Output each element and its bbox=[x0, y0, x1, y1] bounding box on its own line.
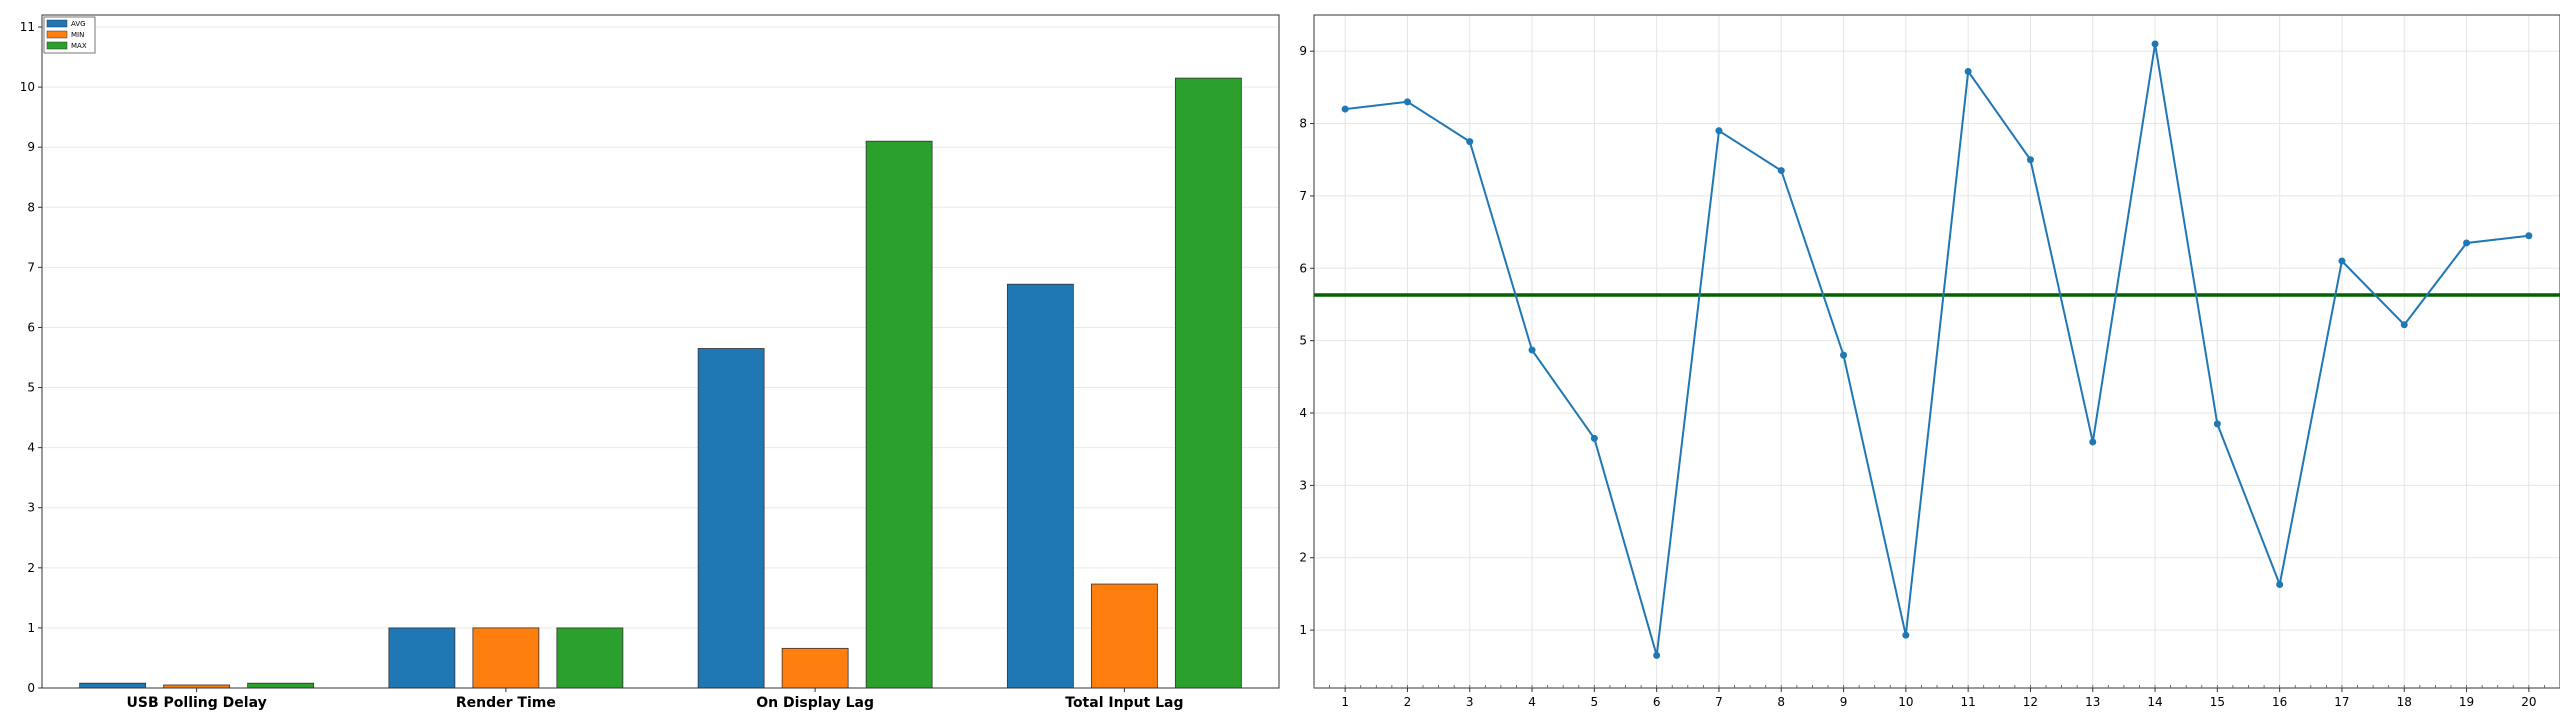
x-tick-label: 2 bbox=[1404, 695, 1412, 709]
x-tick-label: 14 bbox=[2147, 695, 2162, 709]
y-tick-label: 4 bbox=[27, 441, 35, 455]
y-tick-label: 9 bbox=[1299, 44, 1307, 58]
legend-label: MIN bbox=[71, 31, 84, 39]
category-label: Render Time bbox=[456, 695, 556, 711]
series-line bbox=[1345, 43, 2529, 656]
plot-frame bbox=[41, 14, 1280, 689]
x-tick-label: 10 bbox=[1898, 695, 1913, 709]
bar bbox=[865, 140, 933, 689]
y-tick-label: 2 bbox=[27, 561, 35, 575]
bar-chart: 0 1 2 3 4 5 6 7 8 9 10 11 USB Polling Delay Render Ti… bbox=[20, 14, 1280, 711]
data-point bbox=[2463, 239, 2471, 247]
bar bbox=[781, 647, 849, 689]
y-tick-label: 10 bbox=[20, 80, 35, 94]
x-tick-label: 4 bbox=[1528, 695, 1536, 709]
category-label: USB Polling Delay bbox=[127, 695, 267, 711]
data-point bbox=[2089, 438, 2097, 446]
category-label: On Display Lag bbox=[756, 695, 874, 711]
x-tick-label: 20 bbox=[2521, 695, 2536, 709]
data-point bbox=[2026, 156, 2034, 164]
data-point bbox=[1528, 346, 1536, 354]
data-point bbox=[1653, 651, 1661, 659]
y-tick-label: 6 bbox=[27, 320, 35, 334]
x-tick-label: 17 bbox=[2334, 695, 2349, 709]
y-tick-label: 1 bbox=[1299, 623, 1307, 637]
data-point bbox=[2213, 420, 2221, 428]
legend-label: MAX bbox=[71, 42, 87, 50]
x-tick-label: 7 bbox=[1715, 695, 1723, 709]
bar bbox=[472, 627, 540, 689]
y-tick-label: 0 bbox=[27, 681, 35, 695]
x-tick-label: 11 bbox=[1961, 695, 1976, 709]
legend-label: AVG bbox=[71, 20, 86, 28]
bar bbox=[1006, 283, 1074, 689]
y-tick-label: 2 bbox=[1299, 551, 1307, 565]
data-point bbox=[1902, 631, 1910, 639]
y-tick-label: 9 bbox=[27, 140, 35, 154]
y-tick-label: 6 bbox=[1299, 261, 1307, 275]
data-point bbox=[1777, 167, 1785, 175]
x-tick-label: 9 bbox=[1840, 695, 1848, 709]
y-tick-label: 5 bbox=[1299, 334, 1307, 348]
x-tick-label: 6 bbox=[1653, 695, 1661, 709]
data-point bbox=[1590, 434, 1598, 442]
data-point bbox=[1964, 67, 1972, 75]
bar bbox=[388, 627, 456, 689]
x-tick-label: 12 bbox=[2023, 695, 2038, 709]
x-tick-label: 15 bbox=[2210, 695, 2225, 709]
data-point bbox=[1840, 351, 1848, 359]
legend-swatch bbox=[46, 30, 68, 39]
x-tick-label: 3 bbox=[1466, 695, 1474, 709]
x-tick-label: 19 bbox=[2459, 695, 2474, 709]
legend-swatch bbox=[46, 19, 68, 28]
y-tick-label: 5 bbox=[27, 381, 35, 395]
data-point bbox=[1403, 98, 1411, 106]
y-tick-label: 3 bbox=[27, 501, 35, 515]
data-point bbox=[1341, 105, 1349, 113]
data-point bbox=[2400, 321, 2408, 329]
bar bbox=[556, 627, 624, 689]
bar bbox=[697, 348, 765, 689]
x-tick-label: 13 bbox=[2085, 695, 2100, 709]
bar bbox=[1090, 583, 1158, 689]
y-tick-label: 4 bbox=[1299, 406, 1307, 420]
data-point bbox=[2338, 257, 2346, 265]
data-point bbox=[1466, 138, 1474, 146]
data-point bbox=[2276, 581, 2284, 589]
y-tick-label: 1 bbox=[27, 621, 35, 635]
y-tick-label: 7 bbox=[1299, 189, 1307, 203]
x-tick-label: 16 bbox=[2272, 695, 2287, 709]
y-tick-label: 8 bbox=[27, 200, 35, 214]
y-tick-label: 11 bbox=[20, 20, 35, 34]
y-tick-label: 3 bbox=[1299, 478, 1307, 492]
x-tick-label: 18 bbox=[2397, 695, 2412, 709]
bar bbox=[1174, 77, 1242, 689]
legend: AVG MIN MAX bbox=[43, 16, 96, 54]
y-tick-label: 7 bbox=[27, 260, 35, 274]
data-point bbox=[1715, 127, 1723, 135]
x-tick-label: 1 bbox=[1341, 695, 1349, 709]
x-tick-label: 8 bbox=[1777, 695, 1785, 709]
data-point bbox=[2151, 40, 2159, 48]
category-label: Total Input Lag bbox=[1065, 695, 1183, 711]
y-tick-label: 8 bbox=[1299, 117, 1307, 131]
bar bbox=[247, 682, 315, 689]
x-tick-label: 5 bbox=[1591, 695, 1599, 709]
legend-swatch bbox=[46, 41, 68, 50]
bar bbox=[79, 682, 147, 689]
data-point bbox=[2525, 232, 2533, 240]
